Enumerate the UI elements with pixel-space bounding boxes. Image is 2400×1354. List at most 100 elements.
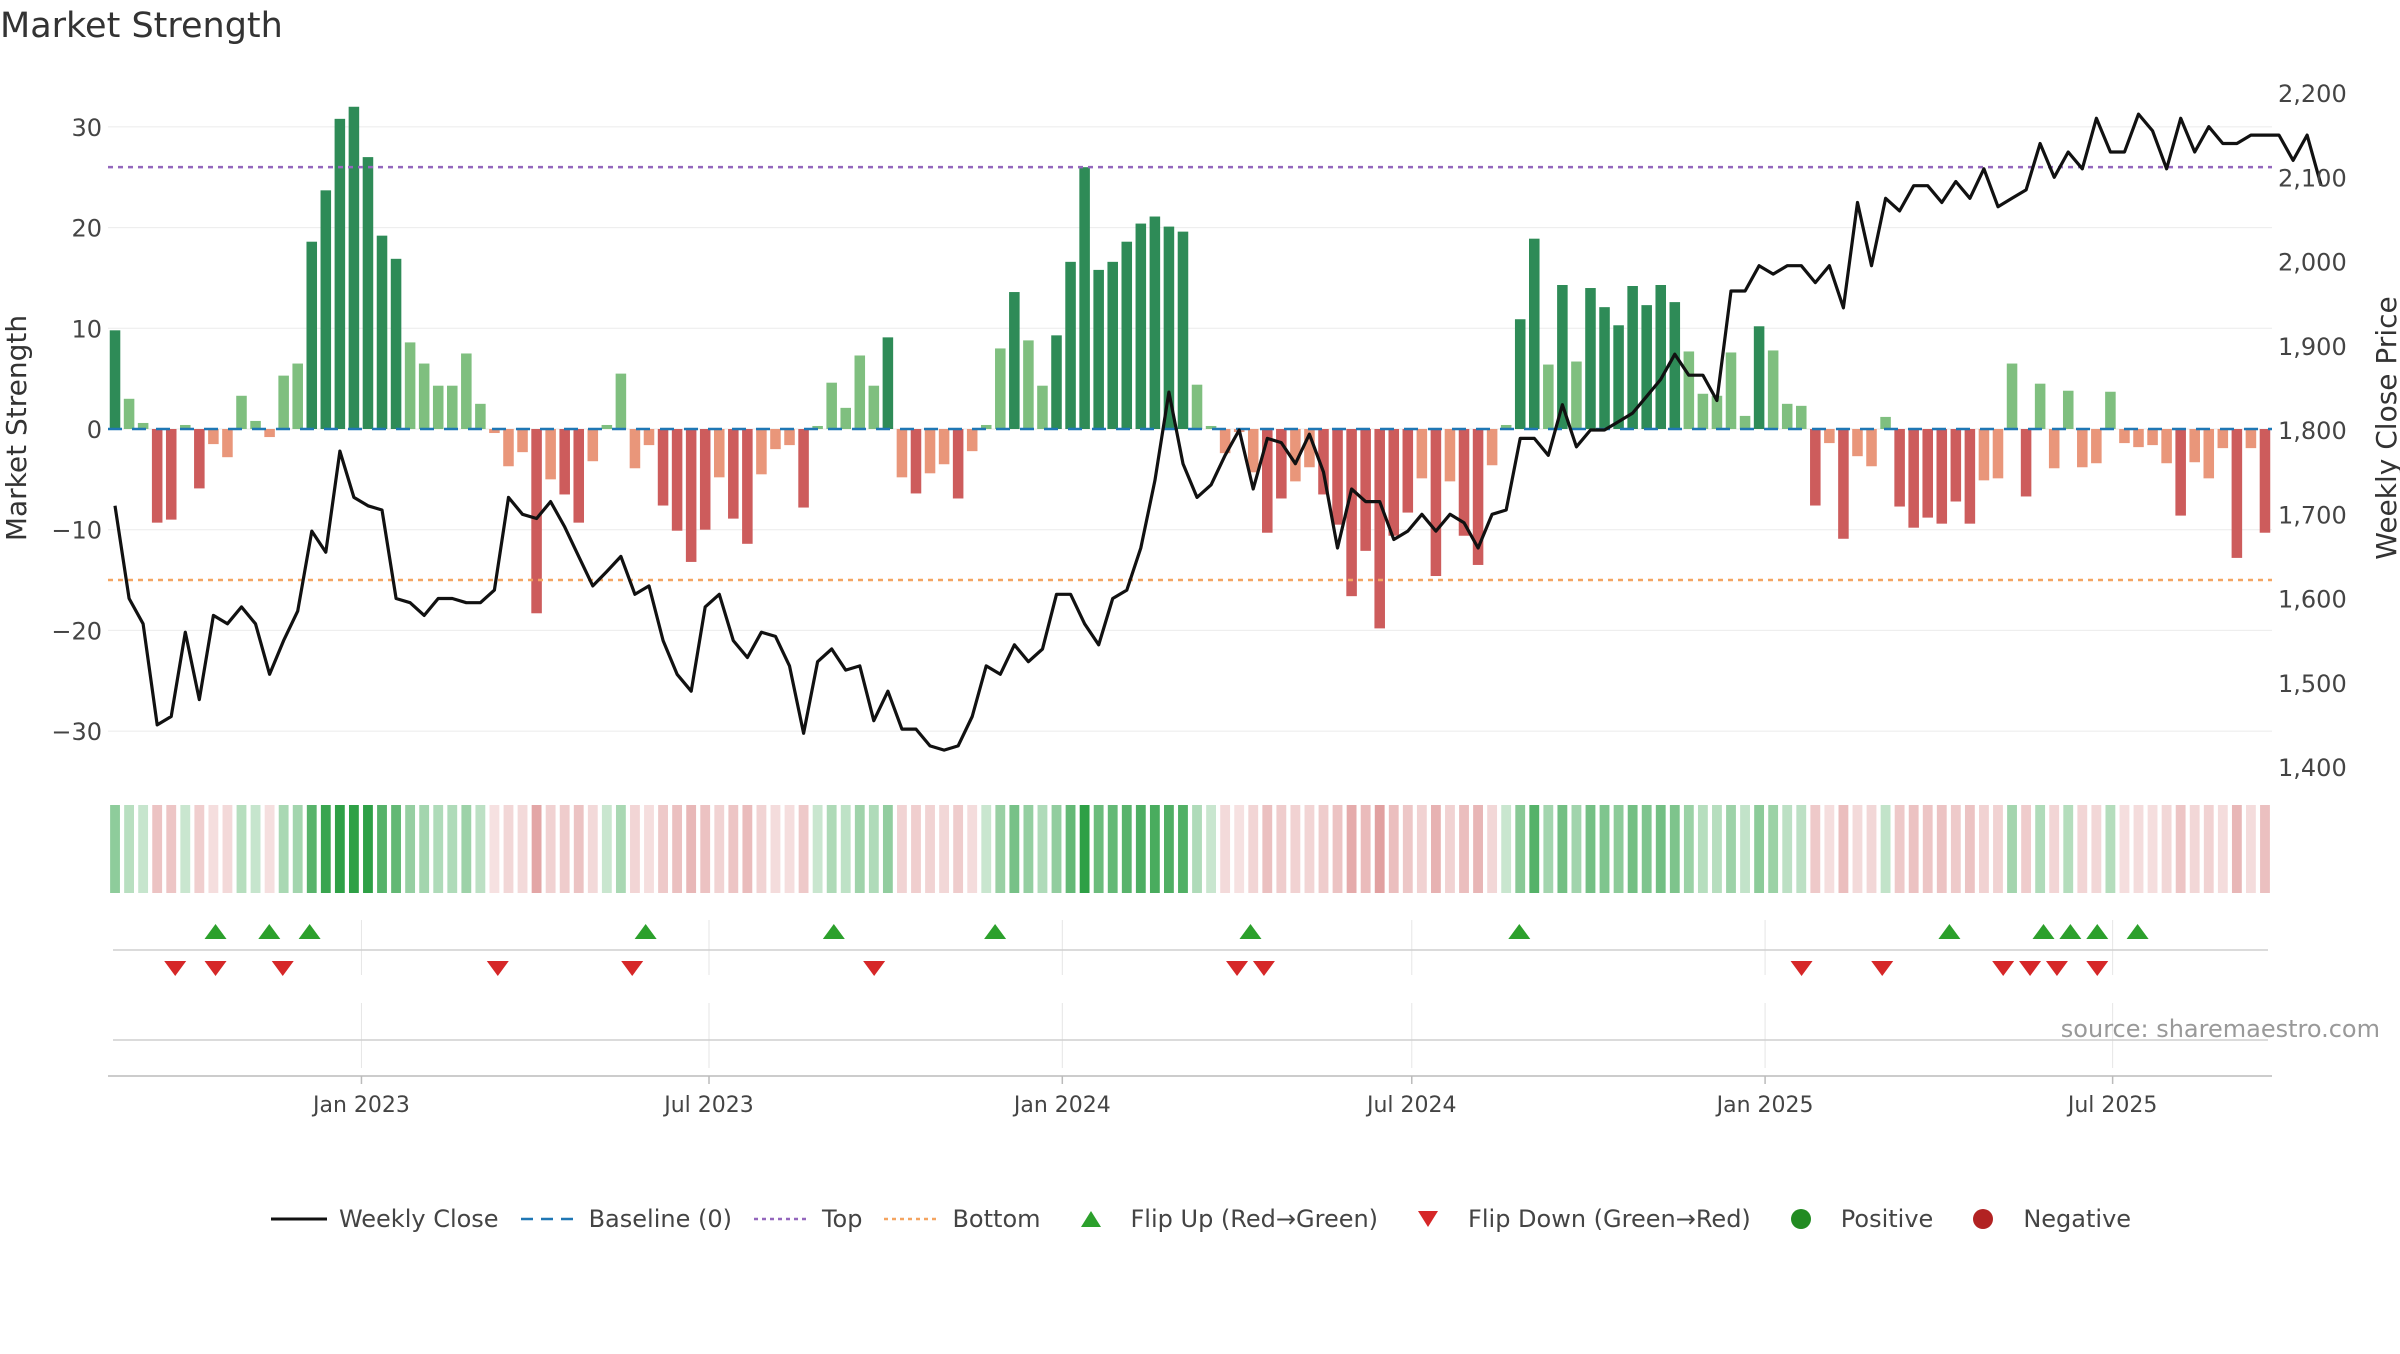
y-tick-label: 10 bbox=[71, 315, 102, 343]
flip-up-marker bbox=[2032, 924, 2055, 939]
y2-tick-label: 1,800 bbox=[2278, 417, 2347, 445]
flip-down-marker bbox=[1790, 961, 1813, 976]
legend-label: Flip Up (Red→Green) bbox=[1130, 1205, 1379, 1233]
strength-bar bbox=[924, 429, 936, 474]
reference-lines bbox=[108, 165, 2272, 582]
strip-cell bbox=[278, 805, 289, 893]
price-line-layer bbox=[113, 112, 2323, 752]
strength-bar bbox=[1332, 429, 1343, 525]
strength-bar bbox=[1894, 429, 1905, 507]
strip-cell bbox=[545, 805, 556, 893]
strength-bar bbox=[517, 429, 528, 453]
strip-cell bbox=[700, 805, 711, 893]
strip-cell bbox=[2119, 805, 2130, 893]
strength-bar bbox=[1627, 286, 1638, 429]
strip-cell bbox=[1754, 805, 1765, 893]
strength-bar bbox=[1725, 352, 1737, 429]
x-tick-label: Jul 2025 bbox=[2066, 1093, 2158, 1118]
strength-bar bbox=[1107, 261, 1118, 429]
strength-bar bbox=[208, 429, 219, 445]
strip-cell bbox=[2105, 805, 2116, 893]
strength-bar bbox=[1065, 261, 1076, 429]
strength-bar bbox=[995, 348, 1006, 429]
strip-cell bbox=[292, 805, 303, 893]
strip-cell bbox=[1149, 805, 1160, 893]
strength-bar bbox=[1697, 393, 1709, 429]
strip-cell bbox=[1023, 805, 1034, 893]
strength-bar bbox=[2175, 429, 2186, 516]
legend-swatch bbox=[1080, 1211, 1101, 1227]
strength-bar bbox=[713, 429, 725, 478]
flip-down-marker bbox=[271, 961, 294, 976]
strip-cell bbox=[1459, 805, 1469, 893]
strip-cell bbox=[882, 805, 893, 893]
legend-item-flip_down: Flip Down (Green→Red) bbox=[1398, 1205, 1751, 1233]
strip-cell bbox=[1838, 805, 1849, 893]
flip-up-marker bbox=[984, 924, 1007, 939]
strength-bar bbox=[1205, 425, 1217, 429]
strength-bar bbox=[615, 373, 627, 429]
legend-swatch bbox=[1418, 1211, 1439, 1227]
strength-bar bbox=[2189, 429, 2200, 463]
strength-bar bbox=[306, 241, 318, 429]
strip-cell bbox=[1824, 805, 1835, 893]
strip-cell bbox=[2077, 805, 2088, 893]
x-axis: Jan 2023 Jul 2023 Jan 2024 Jul 2024 Jan 2025… bbox=[108, 1075, 2272, 1118]
legend-item-negative: Negative bbox=[1953, 1205, 2131, 1233]
strength-bar bbox=[1992, 429, 2004, 479]
chart-title: Market Strength bbox=[0, 6, 283, 46]
strip-cell bbox=[2147, 805, 2158, 893]
source-note: source: sharemaestro.com bbox=[2060, 1015, 2380, 1043]
strength-bar bbox=[264, 429, 275, 438]
strength-bar bbox=[2020, 429, 2032, 497]
y2-tick-label: 2,000 bbox=[2278, 249, 2347, 277]
strip-cell bbox=[2007, 805, 2017, 893]
strength-bar bbox=[826, 382, 837, 429]
strength-bar bbox=[1739, 415, 1751, 429]
strip-cell bbox=[1796, 805, 1807, 893]
strength-bar bbox=[938, 429, 950, 465]
strip-cell bbox=[124, 805, 134, 893]
strength-bar bbox=[1852, 429, 1863, 457]
strength-bar bbox=[2217, 429, 2229, 449]
strength-bar bbox=[1360, 429, 1371, 551]
y-tick-label: −10 bbox=[51, 517, 102, 545]
strength-bar bbox=[728, 429, 739, 519]
strip-cell bbox=[320, 805, 331, 893]
strength-bar bbox=[2034, 383, 2046, 429]
strip-cell bbox=[152, 805, 163, 893]
strip-cell bbox=[2217, 805, 2228, 893]
strip-cell bbox=[1740, 805, 1750, 893]
strength-bar bbox=[2091, 429, 2102, 464]
strength-bar bbox=[1514, 319, 1526, 429]
strength-bar bbox=[854, 355, 866, 429]
strength-bar bbox=[1163, 226, 1175, 429]
strength-bar bbox=[1149, 216, 1161, 429]
strength-heat-strip bbox=[110, 805, 2270, 893]
strength-bar bbox=[1655, 284, 1667, 429]
dash-line-icon bbox=[520, 1217, 577, 1221]
strip-cell bbox=[728, 805, 739, 893]
flip-up-marker bbox=[2086, 924, 2109, 939]
strength-bar bbox=[1402, 429, 1414, 513]
strength-bar bbox=[671, 429, 683, 531]
legend-label: Baseline (0) bbox=[588, 1205, 732, 1233]
flip-up-marker bbox=[298, 924, 321, 939]
strength-bar bbox=[1599, 307, 1610, 429]
strip-cell bbox=[1402, 805, 1413, 893]
triangle-up-icon bbox=[1080, 1211, 1101, 1227]
strength-bar bbox=[629, 429, 641, 469]
strip-cell bbox=[1318, 805, 1329, 893]
strip-cell bbox=[2189, 805, 2200, 893]
strength-bar bbox=[1936, 429, 1948, 524]
strip-cell bbox=[1093, 805, 1104, 893]
strip-cell bbox=[812, 805, 823, 893]
strip-cell bbox=[2161, 805, 2172, 893]
y2-tick-label: 2,100 bbox=[2278, 164, 2347, 192]
circle-icon bbox=[1790, 1209, 1811, 1229]
strip-cell bbox=[1178, 805, 1188, 893]
legend-item-line: Weekly Close bbox=[269, 1205, 499, 1233]
strength-bar bbox=[1557, 284, 1568, 429]
strip-cell bbox=[939, 805, 950, 893]
strip-cell bbox=[1304, 805, 1315, 893]
